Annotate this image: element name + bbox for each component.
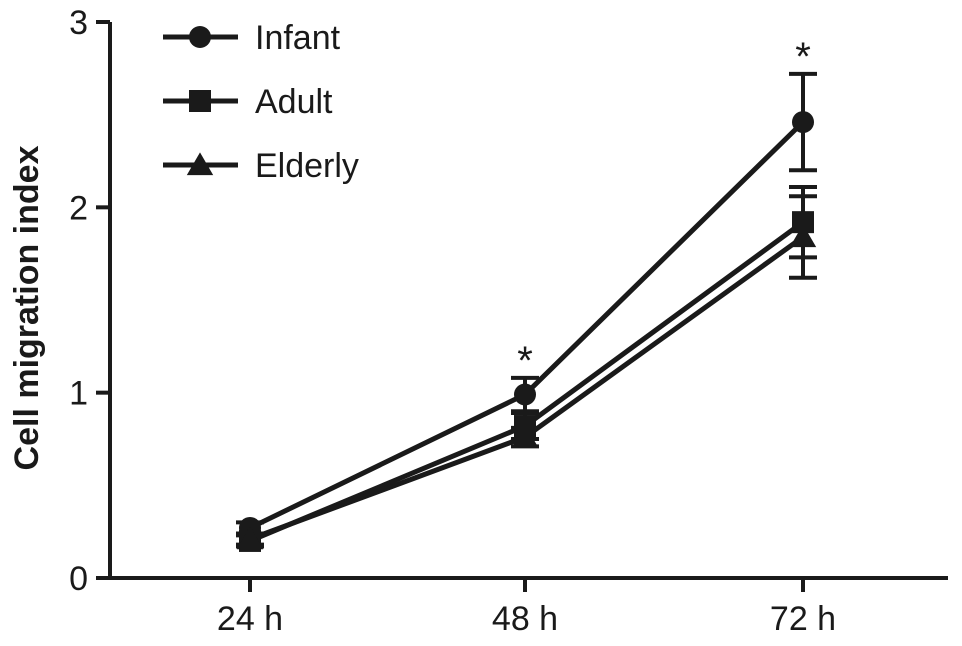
data-point-infant [792,111,814,134]
y-tick-label: 1 [69,375,88,413]
legend-label-adult: Adult [255,83,333,121]
series-elderly [236,194,817,550]
annotation-layer: ** [517,35,811,383]
axes [108,22,948,580]
legend-item-elderly: Elderly [163,147,359,185]
x-tick-label: 48 h [492,600,558,638]
data-point-infant [514,383,536,406]
legend-marker-elderly [186,152,214,176]
legend-label-infant: Infant [255,19,341,57]
legend: Infant Adult Elderly [163,19,359,185]
significance-marker: * [517,339,533,383]
data-point-elderly [789,224,817,248]
data-point-elderly [236,526,264,550]
y-ticks: 0 1 2 3 [69,4,110,598]
x-tick-label: 24 h [217,600,283,638]
series-infant [236,71,817,539]
series-layer [236,71,817,552]
x-ticks: 24 h 48 h 72 h [217,578,836,638]
data-point-elderly [511,424,539,448]
y-tick-label: 0 [69,560,88,598]
y-tick-label: 3 [69,4,88,42]
y-axis-title: Cell migration index [8,145,46,470]
significance-marker: * [795,35,811,79]
legend-item-adult: Adult [163,83,333,121]
x-tick-label: 72 h [770,600,836,638]
legend-marker-adult [189,90,211,112]
legend-label-elderly: Elderly [255,147,359,185]
legend-item-infant: Infant [163,19,341,57]
legend-marker-infant [189,26,211,48]
y-tick-label: 2 [69,189,88,227]
